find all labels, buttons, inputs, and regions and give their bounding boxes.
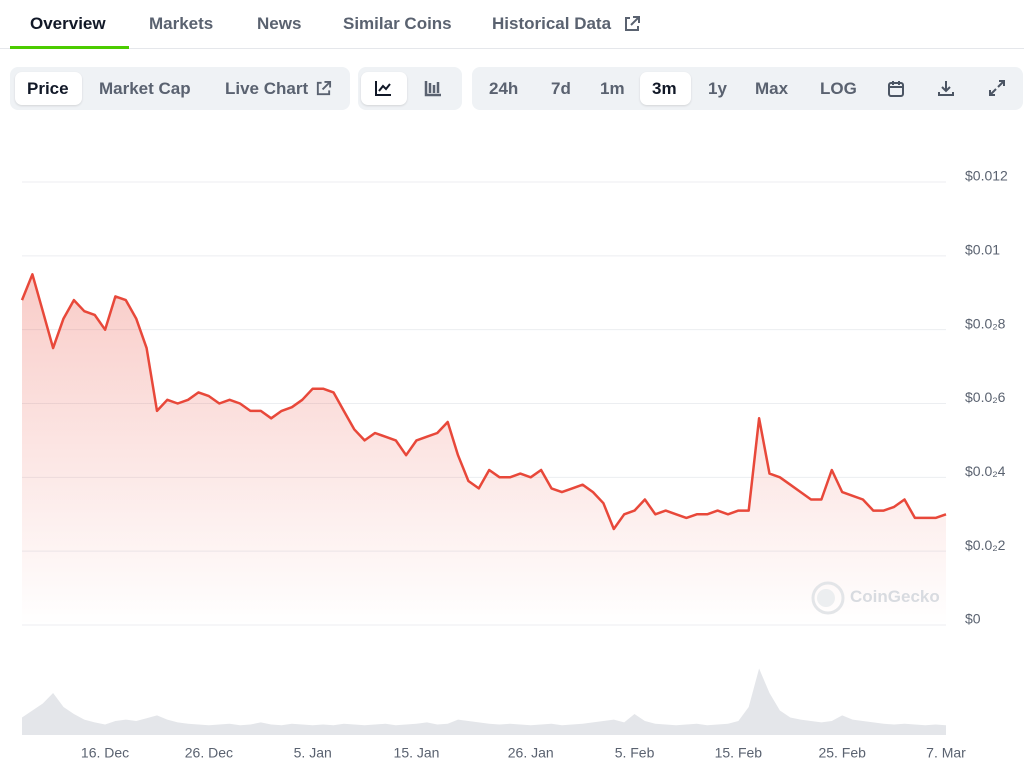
price-area xyxy=(22,274,946,625)
y-tick-label: $0.0₂2 xyxy=(965,537,1006,553)
x-tick-label: 5. Jan xyxy=(294,745,332,761)
tab[interactable]: Markets xyxy=(149,14,214,33)
external-icon xyxy=(316,80,332,96)
range-button[interactable]: 1y xyxy=(708,79,727,98)
range-group xyxy=(472,67,1023,110)
x-tick-label: 26. Dec xyxy=(185,745,233,761)
watermark-logo xyxy=(811,581,845,615)
candle-chart-button[interactable] xyxy=(424,80,442,97)
tab-active-bar xyxy=(10,46,129,49)
view-button[interactable]: Market Cap xyxy=(99,79,191,98)
line-chart-button[interactable] xyxy=(374,80,392,97)
range-button[interactable]: 3m xyxy=(652,79,677,98)
active-button xyxy=(361,72,407,105)
y-tick-label: $0 xyxy=(965,611,981,627)
x-tick-label: 15. Feb xyxy=(715,745,763,761)
x-tick-label: 5. Feb xyxy=(615,745,655,761)
price-line xyxy=(20,273,947,531)
tab-underline xyxy=(0,48,1024,49)
range-button[interactable]: Max xyxy=(755,79,789,98)
tab[interactable]: Historical Data xyxy=(492,14,612,33)
tab[interactable]: Similar Coins xyxy=(343,14,452,33)
x-tick-label: 25. Feb xyxy=(818,745,866,761)
x-tick-label: 26. Jan xyxy=(508,745,554,761)
x-tick-label: 16. Dec xyxy=(81,745,129,761)
x-tick-label: 7. Mar xyxy=(926,745,966,761)
tab[interactable]: Overview xyxy=(30,14,106,33)
y-tick-label: $0.0₂8 xyxy=(965,315,1006,331)
download-button[interactable] xyxy=(937,79,955,97)
range-button[interactable]: 1m xyxy=(600,79,625,98)
range-button[interactable]: 7d xyxy=(551,79,571,98)
range-button[interactable]: LOG xyxy=(820,79,857,98)
volume-area xyxy=(22,668,946,735)
watermark: CoinGecko xyxy=(850,587,940,606)
active-button xyxy=(15,72,82,105)
external-icon xyxy=(625,16,640,31)
y-tick-label: $0.0₂4 xyxy=(965,463,1006,479)
y-tick-label: $0.01 xyxy=(965,242,1000,258)
x-tick-label: 15. Jan xyxy=(394,745,440,761)
tab[interactable]: News xyxy=(257,14,302,33)
calendar-button[interactable] xyxy=(887,80,905,98)
view-button[interactable]: Live Chart xyxy=(225,79,309,98)
range-button[interactable]: 24h xyxy=(489,79,519,98)
active-button xyxy=(640,72,691,105)
view-button[interactable]: Price xyxy=(27,79,69,98)
fullscreen-button[interactable] xyxy=(988,79,1006,97)
y-tick-label: $0.0₂6 xyxy=(965,389,1006,405)
y-tick-label: $0.012 xyxy=(965,168,1008,184)
